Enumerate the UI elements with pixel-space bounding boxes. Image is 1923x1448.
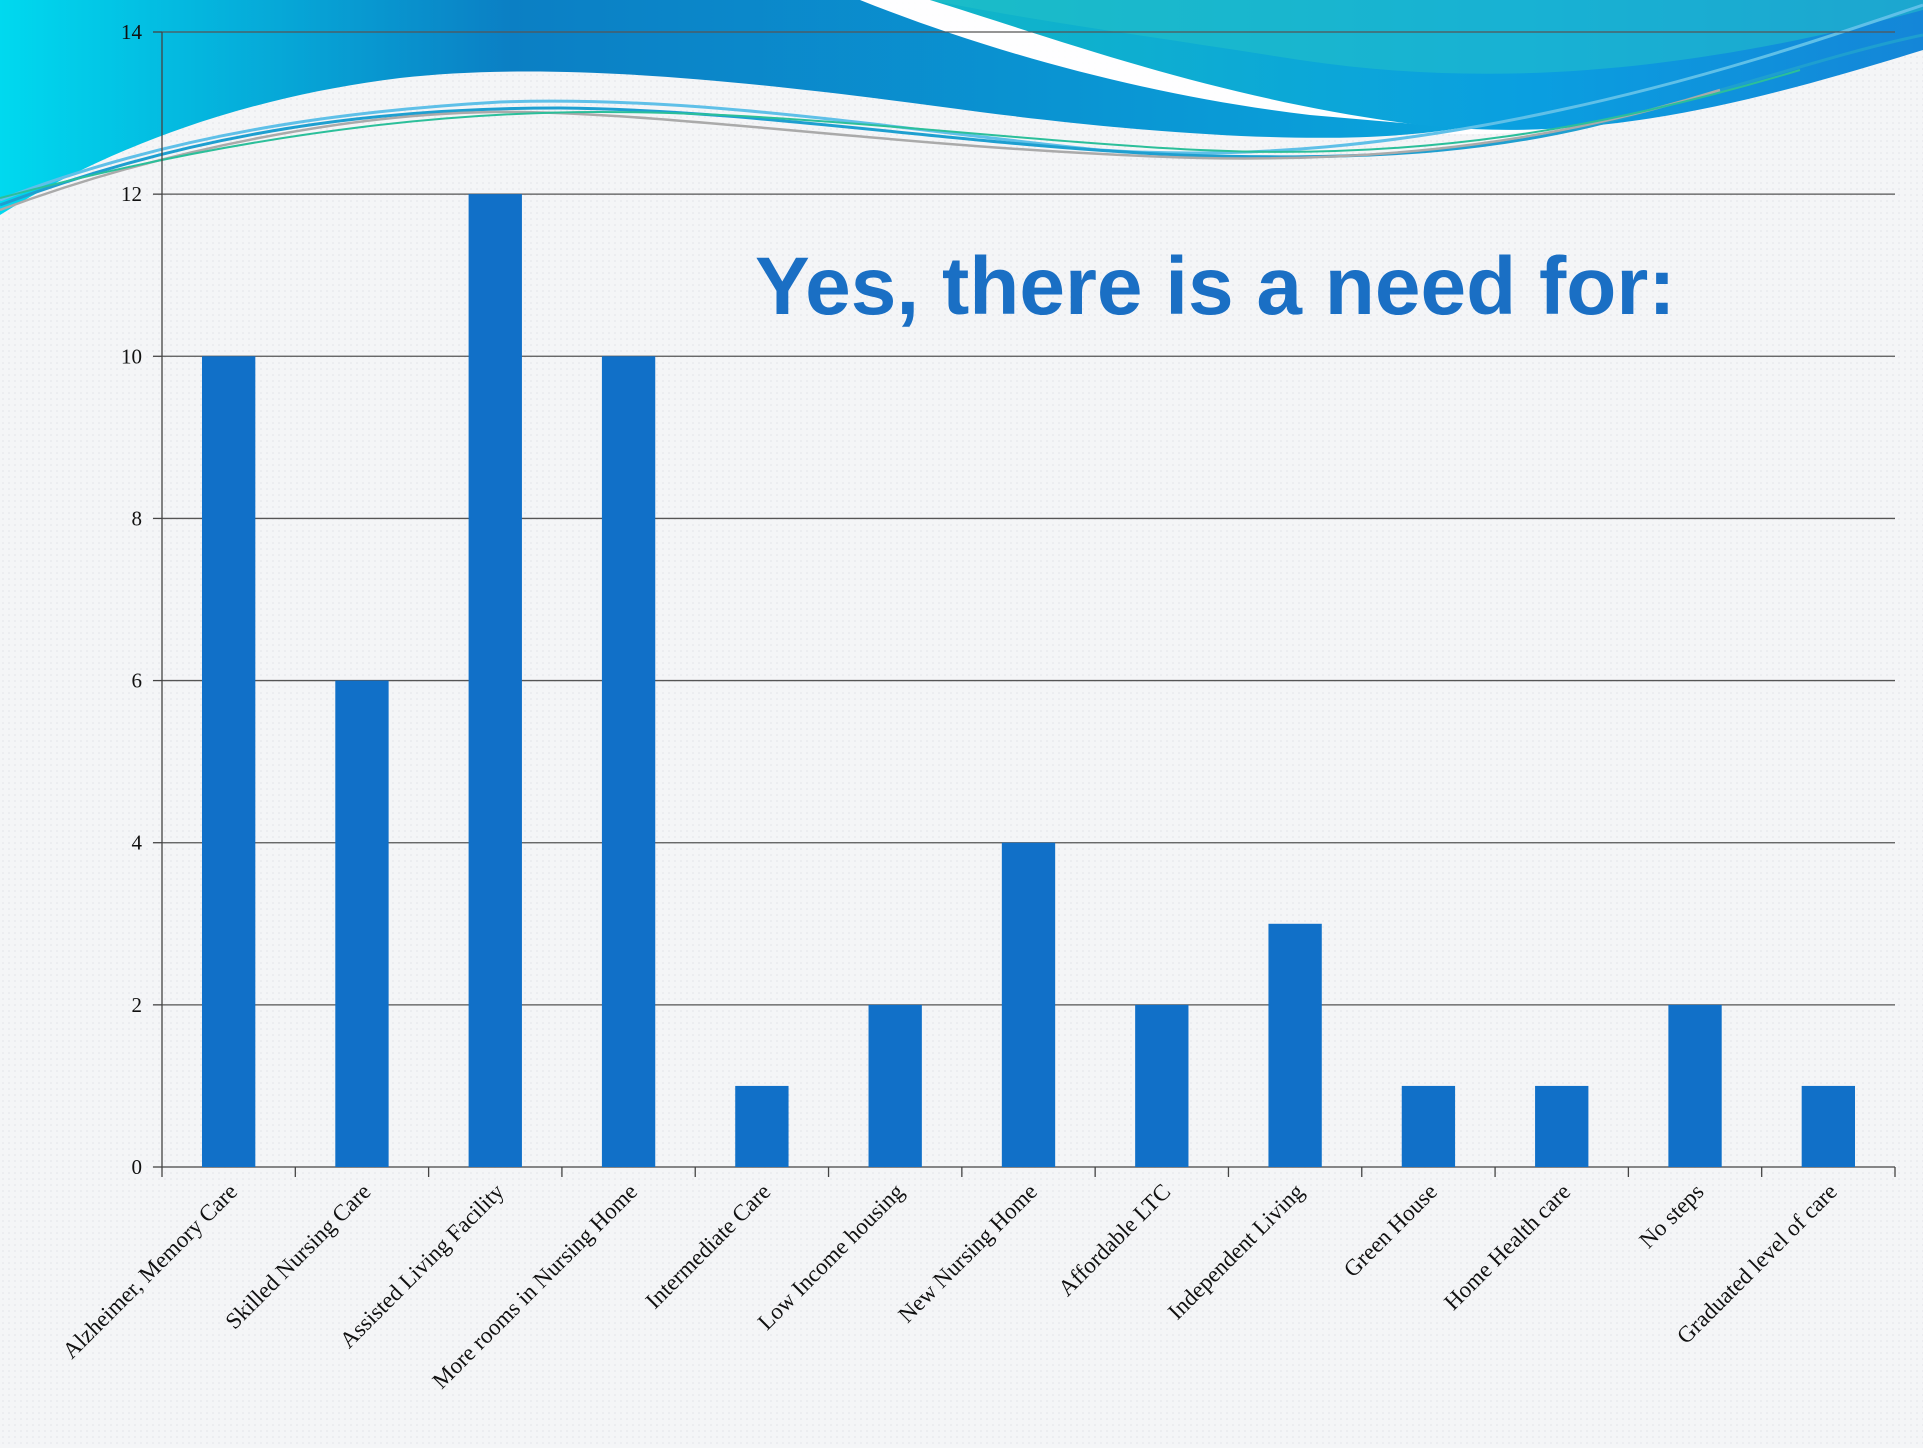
y-tick-label: 10 <box>121 344 142 368</box>
y-tick-labels: 0 2 4 6 8 10 12 14 <box>121 20 143 1179</box>
gridlines <box>162 31 1895 1006</box>
bar <box>201 356 256 1167</box>
y-tick-label: 0 <box>132 1155 143 1179</box>
bar <box>1535 1085 1589 1167</box>
bar <box>1268 923 1322 1167</box>
bar <box>1401 1085 1456 1167</box>
bar <box>1801 1085 1856 1167</box>
bar <box>1001 842 1056 1167</box>
bar <box>868 1004 922 1167</box>
bar <box>468 194 522 1168</box>
bar <box>1135 1004 1189 1167</box>
bar <box>1668 1004 1722 1167</box>
y-tick-label: 14 <box>121 20 143 44</box>
y-tick-label: 4 <box>132 831 143 855</box>
bar <box>335 680 389 1167</box>
bar <box>735 1085 789 1167</box>
chart-headline: Yes, there is a need for: <box>755 241 1676 332</box>
bar <box>601 356 656 1167</box>
y-tick-label: 2 <box>132 993 143 1017</box>
y-tick-label: 8 <box>132 506 143 530</box>
y-tick-label: 12 <box>121 182 142 206</box>
bars <box>201 194 1856 1168</box>
y-tick-label: 6 <box>132 669 143 693</box>
